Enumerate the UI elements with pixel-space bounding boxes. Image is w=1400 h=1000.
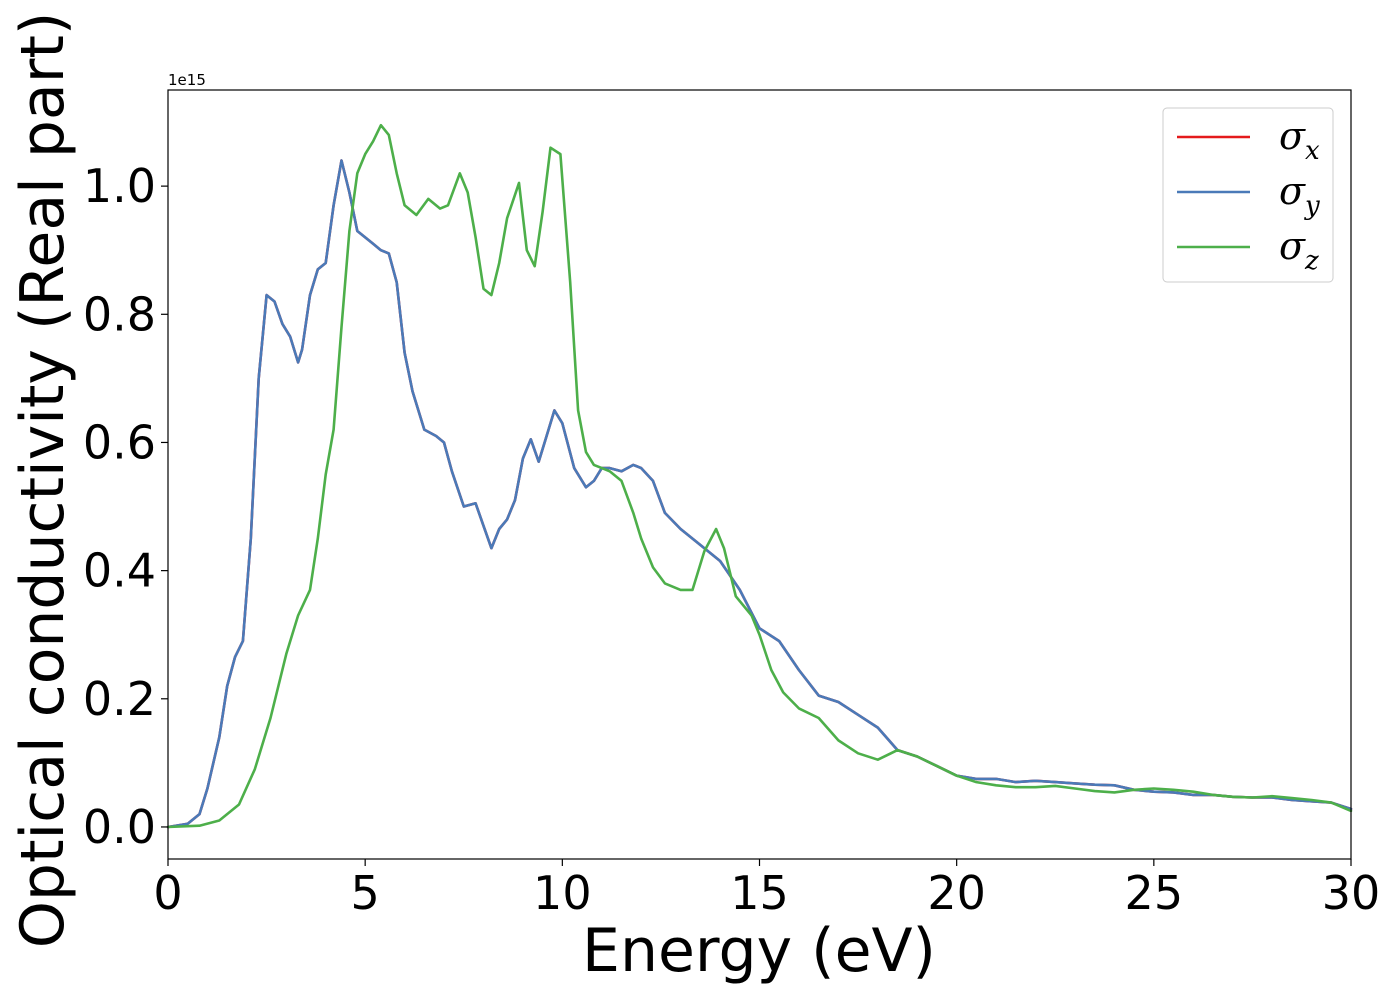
series-layer xyxy=(166,123,1353,829)
y-offset-label: 1e15 xyxy=(168,71,206,89)
x-tick-label: 15 xyxy=(730,866,789,920)
y-tick-label: 0.6 xyxy=(83,415,156,469)
y-tick-label: 0.8 xyxy=(83,287,156,341)
y-tick-label: 0.2 xyxy=(83,672,156,726)
x-axis: 0 5 10 15 20 25 30 xyxy=(153,859,1380,920)
x-axis-title: Energy (eV) xyxy=(582,916,936,986)
y-axis-title: Optical conductivity (Real part) xyxy=(8,12,78,949)
x-tick-label: 30 xyxy=(1322,866,1381,920)
series-line-z xyxy=(166,123,1353,829)
legend-box xyxy=(1162,107,1334,283)
legend-label-y: σy xyxy=(1279,169,1320,221)
legend-label-x: σx xyxy=(1279,114,1320,166)
x-tick-label: 20 xyxy=(927,866,986,920)
x-tick-label: 10 xyxy=(533,866,592,920)
x-tick-label: 0 xyxy=(153,866,182,920)
x-tick-label: 25 xyxy=(1125,866,1184,920)
legend-label-z: σz xyxy=(1279,224,1319,276)
series-line-y xyxy=(166,159,1353,829)
y-axis: 0.0 0.2 0.4 0.6 0.8 1.0 xyxy=(83,159,168,854)
x-tick-label: 5 xyxy=(351,866,380,920)
y-tick-label: 0.4 xyxy=(83,544,156,598)
y-tick-label: 0.0 xyxy=(83,800,156,854)
y-tick-label: 1.0 xyxy=(83,159,156,213)
